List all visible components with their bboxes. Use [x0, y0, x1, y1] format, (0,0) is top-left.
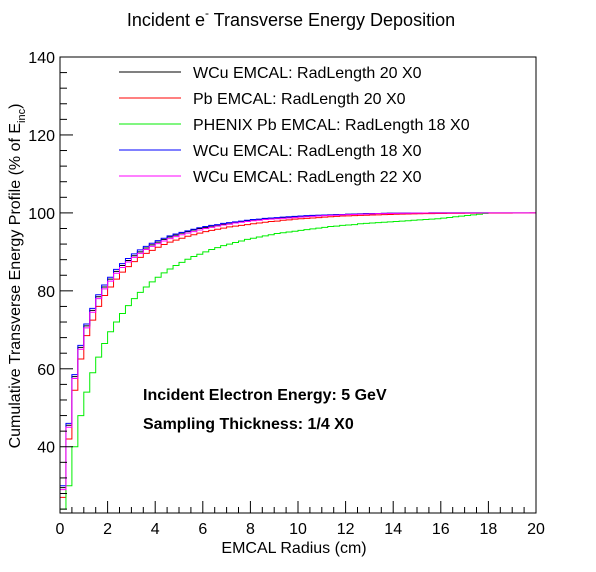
- y-axis-title-subscript: inc: [16, 108, 28, 123]
- chart-title: Incident e- Transverse Energy Deposition: [127, 6, 455, 30]
- y-tick-label: 80: [37, 284, 55, 301]
- x-tick-label: 14: [384, 521, 402, 538]
- y-tick-label: 40: [37, 440, 55, 457]
- x-tick-label: 20: [527, 521, 545, 538]
- x-tick-label: 4: [151, 521, 160, 538]
- legend-label-3: WCu EMCAL: RadLength 18 X0: [193, 143, 422, 160]
- y-tick-label: 120: [28, 128, 55, 145]
- x-tick-label: 16: [432, 521, 450, 538]
- legend-label-0: WCu EMCAL: RadLength 20 X0: [193, 65, 422, 82]
- series-line-4: [59, 212, 536, 513]
- y-tick-label: 100: [28, 206, 55, 223]
- x-tick-label: 0: [56, 521, 65, 538]
- x-tick-label: 6: [198, 521, 207, 538]
- x-tick-label: 8: [246, 521, 255, 538]
- annotation-sampling: Sampling Thickness: 1/4 X0: [143, 416, 354, 433]
- y-tick-label: 60: [37, 362, 55, 379]
- x-tick-label: 10: [289, 521, 307, 538]
- legend-label-4: WCu EMCAL: RadLength 22 X0: [193, 169, 422, 186]
- x-tick-label: 2: [103, 521, 112, 538]
- chart-title-superscript: -: [205, 6, 209, 20]
- x-axis-title: EMCAL Radius (cm): [221, 540, 366, 557]
- x-tick-label: 12: [337, 521, 355, 538]
- legend: WCu EMCAL: RadLength 20 X0 Pb EMCAL: RadL…: [119, 65, 470, 186]
- y-tick-label: 140: [28, 50, 55, 67]
- y-axis-title: Cumulative Transverse Energy Profile (% …: [7, 104, 28, 449]
- tick-labels-layer: 0 2 4 6 8 10 12 14 16 18 20 40 60 80 100 120 140: [28, 50, 545, 538]
- series-line-2: [59, 213, 489, 513]
- legend-label-1: Pb EMCAL: RadLength 20 X0: [193, 91, 406, 108]
- series-layer: [59, 212, 536, 513]
- ticks-layer: [59, 56, 537, 513]
- x-tick-label: 18: [480, 521, 498, 538]
- legend-label-2: PHENIX Pb EMCAL: RadLength 18 X0: [193, 117, 470, 134]
- annotation-energy: Incident Electron Energy: 5 GeV: [143, 387, 387, 404]
